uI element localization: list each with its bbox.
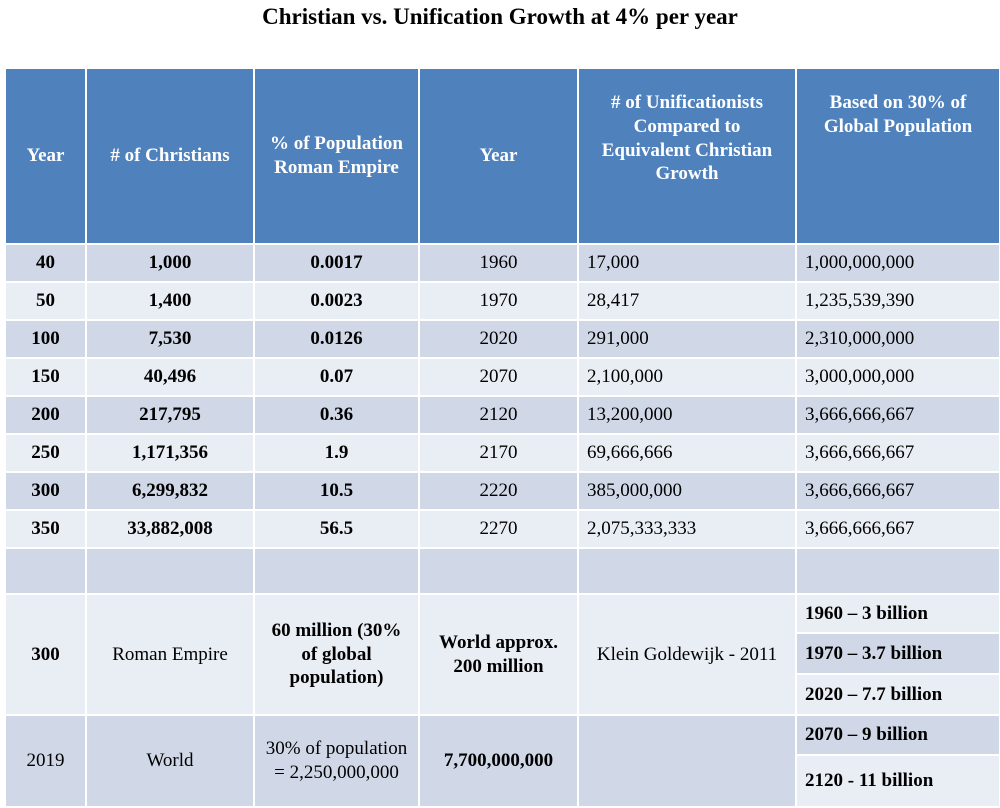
table-cell: 2220 (418, 471, 579, 511)
data-row: 200 217,795 0.36 2120 13,200,000 3,666,666,66… (4, 395, 1000, 435)
data-row: 250 1,171,356 1.9 2170 69,666,666 3,666,666,6… (4, 433, 1000, 473)
table-cell: 1960 (418, 243, 579, 283)
table-cell: 6,299,832 (85, 471, 255, 511)
table-cell: 3,000,000,000 (795, 357, 1000, 397)
table-cell: 33,882,008 (85, 509, 255, 549)
data-row: 150 40,496 0.07 2070 2,100,000 3,000,000,000 (4, 357, 1000, 397)
table-cell: 1,171,356 (85, 433, 255, 473)
header-cell: Based on 30% of Global Population (795, 67, 1000, 245)
table-cell: 2,100,000 (577, 357, 797, 397)
table-cell: 385,000,000 (577, 471, 797, 511)
table-cell: 300 (4, 471, 87, 511)
table-cell: 1,400 (85, 281, 255, 321)
data-row: 350 33,882,008 56.5 2270 2,075,333,333 3,666,… (4, 509, 1000, 549)
table-cell: 250 (4, 433, 87, 473)
note-cell: World approx. 200 million (418, 593, 579, 716)
note-cell: 30% of population = 2,250,000,000 (253, 714, 420, 808)
data-row: 100 7,530 0.0126 2020 291,000 2,310,000,000 (4, 319, 1000, 359)
table-cell: 1.9 (253, 433, 420, 473)
table-cell: 0.0126 (253, 319, 420, 359)
note-row: 2019 World 30% of population = 2,250,000,0… (4, 714, 1000, 808)
table-cell: 3,666,666,667 (795, 509, 1000, 549)
note-row: 2020 – 7.7 billion (5, 673, 1000, 716)
table-cell: 2270 (418, 509, 579, 549)
table-cell: 56.5 (253, 509, 420, 549)
table-cell: 1,000 (85, 243, 255, 283)
table-cell: 40,496 (85, 357, 255, 397)
note-cell: 7,700,000,000 (418, 714, 579, 808)
table-cell: 13,200,000 (577, 395, 797, 435)
data-row: 300 6,299,832 10.5 2220 385,000,000 3,666,666… (4, 471, 1000, 511)
header-cell: # of Unificationists Compared to Equival… (577, 67, 797, 245)
table-cell: 350 (4, 509, 87, 549)
table-cell: 17,000 (577, 243, 797, 283)
note-cell: 300 (4, 593, 87, 716)
table-cell: 217,795 (85, 395, 255, 435)
population-cell: 2070 – 9 billion (795, 714, 1000, 756)
table-cell: 2,075,333,333 (577, 509, 797, 549)
table-cell: 10.5 (253, 471, 420, 511)
table-cell: 1,235,539,390 (795, 281, 1000, 321)
empty-row (4, 547, 1000, 595)
note-cell: Roman Empire (85, 593, 255, 716)
empty-cell (253, 547, 420, 595)
empty-cell (577, 547, 797, 595)
table-cell: 69,666,666 (577, 433, 797, 473)
data-row: 40 1,000 0.0017 1960 17,000 1,000,000,000 (4, 243, 1000, 283)
table-cell: 2,310,000,000 (795, 319, 1000, 359)
table-cell: 2170 (418, 433, 579, 473)
header-cell: Year (418, 67, 579, 245)
population-cell: 1970 – 3.7 billion (795, 632, 1000, 675)
table-cell: 3,666,666,667 (795, 471, 1000, 511)
note-cell (577, 714, 797, 808)
table-cell: 3,666,666,667 (795, 433, 1000, 473)
note-row: 300 Roman Empire 60 million (30% of global… (4, 593, 1000, 716)
table-cell: 28,417 (577, 281, 797, 321)
table-cell: 3,666,666,667 (795, 395, 1000, 435)
empty-cell (795, 547, 1000, 595)
table-cell: 291,000 (577, 319, 797, 359)
table-cell: 150 (4, 357, 87, 397)
population-cell: 1960 – 3 billion (795, 593, 1000, 634)
table-cell: 2070 (418, 357, 579, 397)
population-cell: 2020 – 7.7 billion (795, 673, 1000, 716)
header-cell: # of Christians (85, 67, 255, 245)
table-cell: 0.36 (253, 395, 420, 435)
empty-cell (85, 547, 255, 595)
growth-table: Year # of Christians% of Population Roman… (4, 67, 1000, 808)
note-cell: 2019 (4, 714, 87, 808)
table-cell: 0.0023 (253, 281, 420, 321)
note-cell: World (85, 714, 255, 808)
empty-cell (418, 547, 579, 595)
header-cell: % of Population Roman Empire (253, 67, 420, 245)
population-cell: 2120 - 11 billion (795, 754, 1000, 808)
table-cell: 7,530 (85, 319, 255, 359)
note-cell: 60 million (30% of global population) (253, 593, 420, 716)
table-cell: 1,000,000,000 (795, 243, 1000, 283)
note-cell: Klein Goldewijk - 2011 (577, 593, 797, 716)
title: Christian vs. Unification Growth at 4% p… (262, 4, 738, 29)
empty-cell (4, 547, 87, 595)
table-cell: 2120 (418, 395, 579, 435)
header-row: Year # of Christians% of Population Roman… (4, 67, 1000, 245)
table-cell: 0.07 (253, 357, 420, 397)
table-cell: 0.0017 (253, 243, 420, 283)
table-cell: 50 (4, 281, 87, 321)
table-cell: 2020 (418, 319, 579, 359)
table-cell: 1970 (418, 281, 579, 321)
table-cell: 200 (4, 395, 87, 435)
data-row: 50 1,400 0.0023 1970 28,417 1,235,539,390 (4, 281, 1000, 321)
header-cell: Year (4, 67, 87, 245)
table-cell: 100 (4, 319, 87, 359)
table-cell: 40 (4, 243, 87, 283)
note-row: 1970 – 3.7 billion (5, 632, 1000, 675)
